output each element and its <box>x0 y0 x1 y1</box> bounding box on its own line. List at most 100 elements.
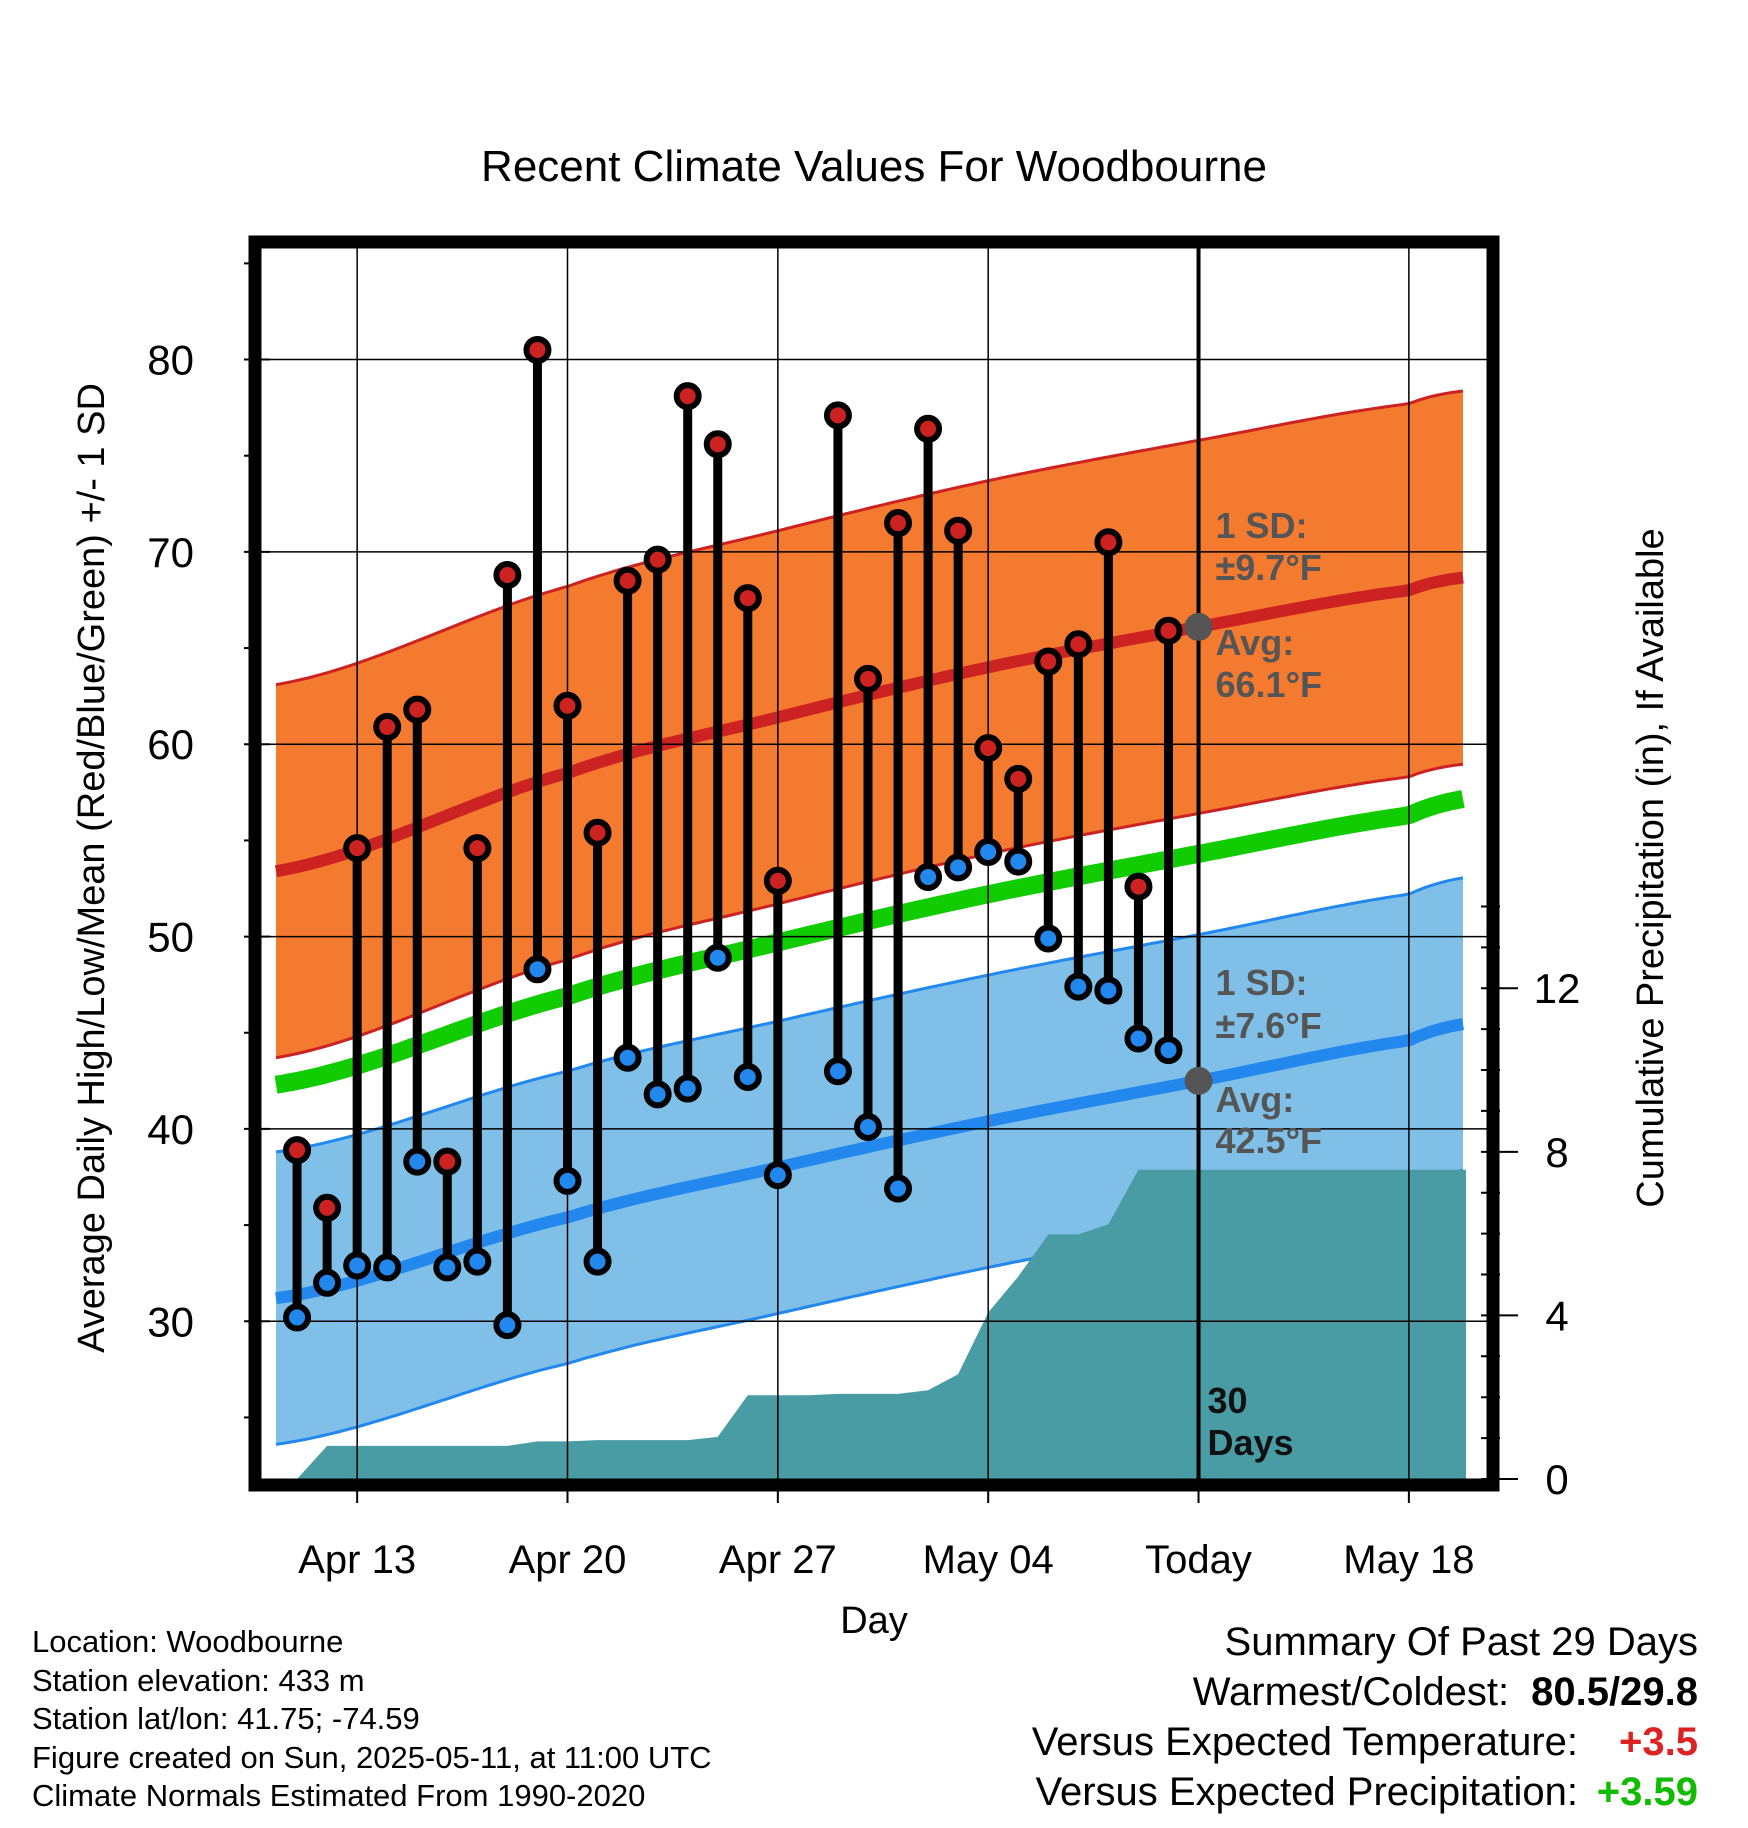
high-point <box>373 712 402 741</box>
high-avg-value: 66.1°F <box>1216 664 1322 705</box>
low-point <box>914 862 943 891</box>
low-point <box>313 1268 342 1297</box>
plot-area <box>261 248 1487 1479</box>
latlon-text: Station lat/lon: 41.75; -74.59 <box>32 1701 420 1736</box>
y-tick-label: 70 <box>147 529 194 576</box>
low-point <box>343 1251 372 1280</box>
warm-cold-separator: / <box>1609 1670 1621 1714</box>
elevation-text: Station elevation: 433 m <box>32 1662 365 1698</box>
low-sd-label: 1 SD: <box>1216 962 1308 1003</box>
plot-frame <box>248 235 1500 1492</box>
low-avg-label: Avg: <box>1216 1079 1295 1120</box>
high-point <box>613 566 642 595</box>
warm-cold-row: Warmest/Coldest: 80.5/29.8 <box>1032 1667 1698 1717</box>
x-tick-label: Apr 27 <box>719 1538 837 1582</box>
low-point <box>283 1303 312 1332</box>
high-point <box>703 430 732 459</box>
y-tick-label: 60 <box>147 721 194 768</box>
high-point <box>433 1147 462 1176</box>
x-tick-label: Today <box>1145 1538 1252 1582</box>
x-tick-label: May 18 <box>1343 1538 1474 1582</box>
low-point <box>673 1074 702 1103</box>
low-point <box>823 1057 852 1086</box>
summary-panel: Summary Of Past 29 Days Warmest/Coldest:… <box>1032 1617 1698 1817</box>
low-point <box>974 837 1003 866</box>
low-point <box>944 853 973 882</box>
low-point <box>884 1174 913 1203</box>
summary-heading: Summary Of Past 29 Days <box>1224 1620 1698 1664</box>
precip-label: Versus Expected Precipitation: <box>1035 1770 1578 1814</box>
high-point <box>1004 764 1033 793</box>
temp-label: Versus Expected Temperature: <box>1031 1720 1578 1764</box>
precipitation-area <box>297 1169 1467 1479</box>
y-axis-label: Average Daily High/Low/Mean (Red/Blue/Gr… <box>71 383 113 1353</box>
low-point <box>523 955 552 984</box>
high-point <box>673 382 702 411</box>
low-point <box>1094 976 1123 1005</box>
high-point <box>313 1193 342 1222</box>
high-point <box>1124 872 1153 901</box>
high-point <box>733 584 762 613</box>
high-point <box>914 414 943 443</box>
low-point <box>643 1080 672 1109</box>
x-tick-label: May 04 <box>923 1538 1054 1582</box>
y2-axis-label: Cumulative Precipitation (in), If Availa… <box>1630 528 1672 1207</box>
period-unit: Days <box>1208 1422 1294 1463</box>
period-count: 30 <box>1208 1380 1248 1421</box>
high-point <box>553 691 582 720</box>
high-sd-upper-edge <box>275 389 1464 687</box>
low-point <box>493 1311 522 1340</box>
warm-value: 80.5 <box>1531 1670 1610 1714</box>
high-point <box>403 695 432 724</box>
x-axis-label: Day <box>840 1600 908 1642</box>
location-text: Location: Woodbourne <box>32 1624 344 1659</box>
high-point <box>1034 647 1063 676</box>
high-point <box>643 545 672 574</box>
high-point <box>1064 630 1093 659</box>
y-tick-label: 80 <box>147 337 194 384</box>
high-point <box>884 509 913 538</box>
cold-value: 29.8 <box>1620 1670 1698 1714</box>
chart-title: Recent Climate Values For Woodbourne <box>481 142 1267 191</box>
high-point <box>853 664 882 693</box>
temp-value: +3.5 <box>1619 1720 1698 1764</box>
low-point <box>433 1253 462 1282</box>
y2-tick-label: 8 <box>1545 1129 1568 1176</box>
high-point <box>583 818 612 847</box>
y2-tick-label: 0 <box>1545 1456 1568 1503</box>
high-point <box>343 834 372 863</box>
precip-value: +3.59 <box>1596 1770 1698 1814</box>
low-point <box>1124 1024 1153 1053</box>
low-point <box>553 1166 582 1195</box>
y-tick-label: 40 <box>147 1106 194 1153</box>
high-point <box>944 516 973 545</box>
low-point <box>1034 924 1063 953</box>
created-text: Figure created on Sun, 2025-05-11, at 11… <box>32 1739 712 1775</box>
y-tick-label: 50 <box>147 914 194 961</box>
high-sd-label: 1 SD: <box>1216 505 1308 546</box>
high-point <box>283 1136 312 1165</box>
today-high-avg-marker <box>1184 612 1213 641</box>
low-point <box>1154 1036 1183 1065</box>
low-point <box>703 943 732 972</box>
high-avg-label: Avg: <box>1216 622 1295 663</box>
high-point <box>974 734 1003 763</box>
y2-tick-label: 12 <box>1534 965 1581 1012</box>
low-point <box>1004 847 1033 876</box>
x-tick-label: Apr 20 <box>509 1538 627 1582</box>
low-sd-value: ±7.6°F <box>1216 1005 1322 1046</box>
axes: 30 40 50 60 70 80 0 4 8 12 Apr 13 Apr 20 Apr 27 May 0… <box>147 235 1581 1582</box>
low-point <box>613 1043 642 1072</box>
high-point <box>823 401 852 430</box>
low-point <box>463 1247 492 1276</box>
low-point <box>763 1161 792 1190</box>
low-point <box>403 1147 432 1176</box>
temp-row: Versus Expected Temperature: +3.5 <box>1032 1717 1698 1767</box>
high-point <box>463 834 492 863</box>
low-point <box>733 1063 762 1092</box>
low-point <box>1064 972 1093 1001</box>
station-info: Location: Woodbourne Station elevation: … <box>32 1623 712 1816</box>
x-tick-label: Apr 13 <box>298 1538 416 1582</box>
low-point <box>583 1247 612 1276</box>
